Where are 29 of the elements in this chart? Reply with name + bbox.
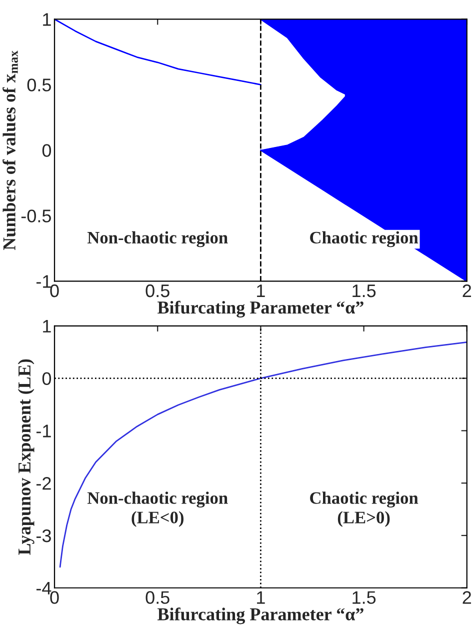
- x-tick-label: 0.5: [146, 591, 170, 604]
- x-tick-label: 1: [257, 284, 265, 298]
- x-tick-label: 2: [462, 591, 472, 604]
- y-tick-label: 1: [43, 320, 51, 332]
- x-tick-label: 0.5: [146, 284, 170, 298]
- x-axis-title: Bifurcating Parameter “α”: [158, 607, 364, 624]
- line-series: [54, 19, 262, 86]
- x-axis-title: Bifurcating Parameter “α”: [158, 300, 364, 318]
- y-tick-label: -4: [36, 582, 52, 594]
- y-tick-label: -0.5: [21, 210, 51, 222]
- annotation: Non-chaotic region: [87, 231, 228, 248]
- y-tick-label: -2: [36, 477, 51, 490]
- x-tick-label: 1.5: [352, 284, 376, 298]
- annotation: Chaotic region: [310, 231, 418, 248]
- y-tick-label: -3: [36, 529, 51, 542]
- y-tick-label: -1: [36, 424, 51, 438]
- y-axis-title: Numbers of values of x$_{max}$: [2, 50, 18, 250]
- x-tick-label: 1.5: [352, 591, 376, 604]
- annotation: Non-chaotic region (LE<0): [87, 492, 228, 527]
- y-tick-label: 0.5: [27, 78, 51, 92]
- y-tick-label: -1: [36, 275, 51, 288]
- annotation: Chaotic region (LE>0): [310, 492, 418, 527]
- x-tick-label: 2: [462, 284, 472, 298]
- y-tick-label: 0: [42, 144, 52, 157]
- line-series: [59, 341, 467, 568]
- y-tick-label: 1: [43, 13, 51, 26]
- y-axis-title: Lyapunov Exponent (LE): [18, 359, 34, 555]
- x-tick-label: 1: [257, 591, 265, 604]
- y-tick-label: 0: [42, 372, 52, 386]
